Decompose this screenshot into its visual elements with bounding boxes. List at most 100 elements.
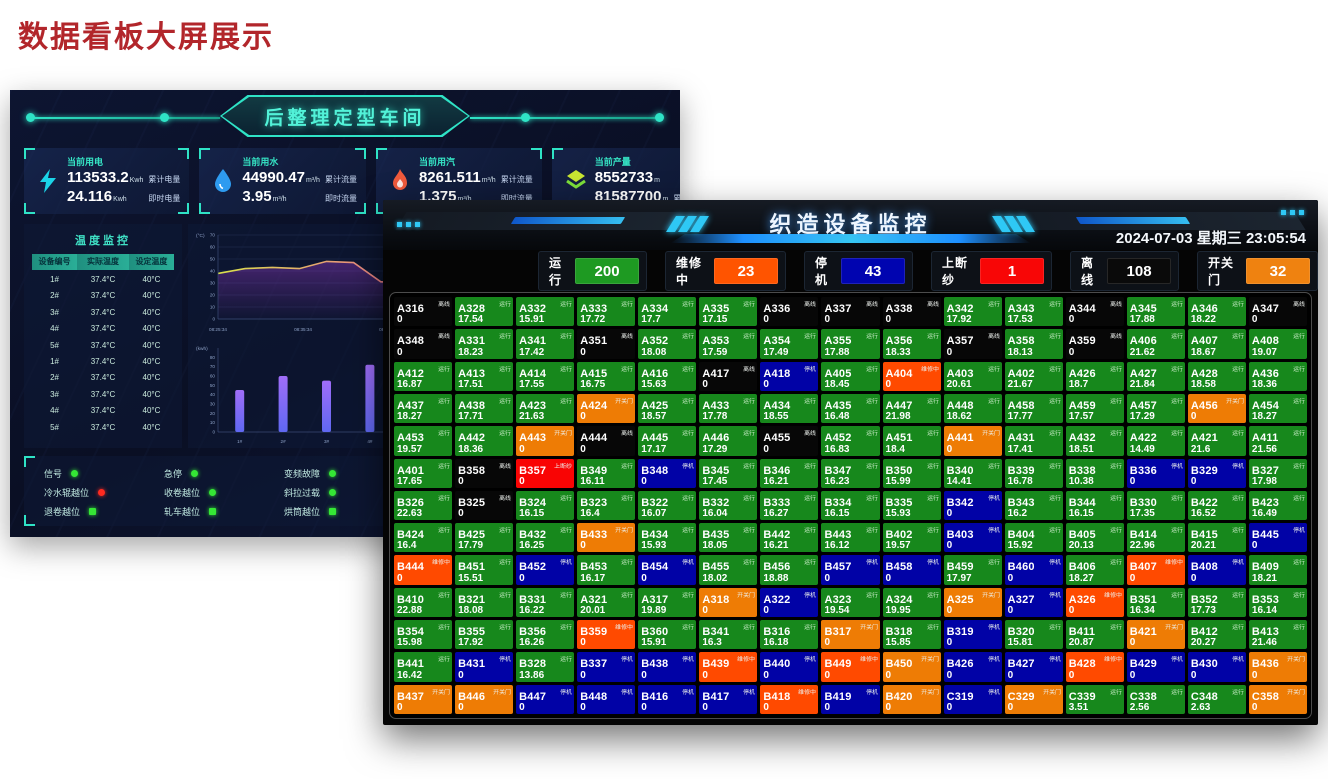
device-tile[interactable]: A406 运行 21.62 xyxy=(1126,329,1185,359)
device-tile[interactable]: A342 运行 17.92 xyxy=(943,297,1002,327)
device-tile[interactable]: B342 停机 0 xyxy=(943,490,1002,521)
device-tile[interactable]: B348 停机 0 xyxy=(638,458,697,488)
device-tile[interactable]: B360 运行 15.91 xyxy=(638,620,697,650)
device-tile[interactable]: B359 维修中 0 xyxy=(577,620,636,650)
device-tile[interactable]: B330 运行 17.35 xyxy=(1126,490,1185,521)
device-tile[interactable]: B328 运行 13.86 xyxy=(516,652,575,682)
device-tile[interactable]: B329 停机 0 xyxy=(1187,458,1246,488)
device-tile[interactable]: B460 停机 0 xyxy=(1004,555,1063,585)
device-tile[interactable]: A322 停机 0 xyxy=(760,587,819,618)
device-tile[interactable]: B344 运行 16.15 xyxy=(1065,490,1124,521)
device-tile[interactable]: A438 运行 17.71 xyxy=(455,393,514,424)
device-tile[interactable]: A357 离线 0 xyxy=(943,329,1002,359)
device-tile[interactable]: B420 开关门 0 xyxy=(882,684,941,714)
device-tile[interactable]: A424 开关门 0 xyxy=(577,393,636,424)
device-tile[interactable]: B422 运行 16.52 xyxy=(1187,490,1246,521)
device-tile[interactable]: B340 运行 14.41 xyxy=(943,458,1002,488)
device-tile[interactable]: B324 运行 16.15 xyxy=(516,490,575,521)
device-tile[interactable]: B418 维修中 0 xyxy=(760,684,819,714)
device-tile[interactable]: A416 运行 15.63 xyxy=(638,361,697,391)
device-tile[interactable]: A341 运行 17.42 xyxy=(516,329,575,359)
device-tile[interactable]: A444 离线 0 xyxy=(577,426,636,456)
device-tile[interactable]: B436 开关门 0 xyxy=(1248,652,1307,682)
device-tile[interactable]: A327 停机 0 xyxy=(1004,587,1063,618)
device-tile[interactable]: B331 运行 16.22 xyxy=(516,587,575,618)
device-tile[interactable]: B417 停机 0 xyxy=(699,684,758,714)
device-tile[interactable]: A458 运行 17.77 xyxy=(1004,393,1063,424)
device-tile[interactable]: A459 运行 17.57 xyxy=(1065,393,1124,424)
device-tile[interactable]: A324 运行 19.95 xyxy=(882,587,941,618)
device-tile[interactable]: A318 开关门 0 xyxy=(699,587,758,618)
device-tile[interactable]: B416 停机 0 xyxy=(638,684,697,714)
device-tile[interactable]: B334 运行 16.15 xyxy=(821,490,880,521)
device-tile[interactable]: B318 运行 15.85 xyxy=(882,620,941,650)
device-tile[interactable]: B437 开关门 0 xyxy=(394,684,453,714)
device-tile[interactable]: B456 运行 18.88 xyxy=(760,555,819,585)
device-tile[interactable]: B333 运行 16.27 xyxy=(760,490,819,521)
device-tile[interactable]: A331 运行 18.23 xyxy=(455,329,514,359)
device-tile[interactable]: B323 运行 16.4 xyxy=(577,490,636,521)
device-tile[interactable]: B316 运行 16.18 xyxy=(760,620,819,650)
device-tile[interactable]: B405 运行 20.13 xyxy=(1065,523,1124,553)
device-tile[interactable]: B326 运行 22.63 xyxy=(394,490,453,521)
device-tile[interactable]: B415 运行 20.21 xyxy=(1187,523,1246,553)
device-tile[interactable]: A408 运行 19.07 xyxy=(1248,329,1307,359)
device-tile[interactable]: A426 运行 18.7 xyxy=(1065,361,1124,391)
device-tile[interactable]: B424 运行 16.4 xyxy=(394,523,453,553)
device-tile[interactable]: B320 运行 15.81 xyxy=(1004,620,1063,650)
device-tile[interactable]: B353 运行 16.14 xyxy=(1248,587,1307,618)
device-tile[interactable]: B441 运行 16.42 xyxy=(394,652,453,682)
device-tile[interactable]: A335 运行 17.15 xyxy=(699,297,758,327)
device-tile[interactable]: A457 运行 17.29 xyxy=(1126,393,1185,424)
device-tile[interactable]: B432 运行 16.25 xyxy=(516,523,575,553)
device-tile[interactable]: A453 运行 19.57 xyxy=(394,426,453,456)
device-tile[interactable]: A447 运行 21.98 xyxy=(882,393,941,424)
device-tile[interactable]: B459 运行 17.97 xyxy=(943,555,1002,585)
device-tile[interactable]: A354 运行 17.49 xyxy=(760,329,819,359)
device-tile[interactable]: B451 运行 15.51 xyxy=(455,555,514,585)
device-tile[interactable]: A448 运行 18.62 xyxy=(943,393,1002,424)
device-tile[interactable]: A445 运行 17.17 xyxy=(638,426,697,456)
device-tile[interactable]: B403 停机 0 xyxy=(943,523,1002,553)
device-tile[interactable]: A433 运行 17.78 xyxy=(699,393,758,424)
device-tile[interactable]: A325 开关门 0 xyxy=(943,587,1002,618)
device-tile[interactable]: B447 停机 0 xyxy=(516,684,575,714)
device-tile[interactable]: A316 离线 0 xyxy=(394,297,453,327)
device-tile[interactable]: A455 离线 0 xyxy=(760,426,819,456)
device-tile[interactable]: A356 运行 18.33 xyxy=(882,329,941,359)
device-tile[interactable]: B443 运行 16.12 xyxy=(821,523,880,553)
device-tile[interactable]: B434 运行 15.93 xyxy=(638,523,697,553)
device-tile[interactable]: B426 停机 0 xyxy=(943,652,1002,682)
device-tile[interactable]: A348 离线 0 xyxy=(394,329,453,359)
device-tile[interactable]: C348 运行 2.63 xyxy=(1187,684,1246,714)
device-tile[interactable]: B430 停机 0 xyxy=(1187,652,1246,682)
device-tile[interactable]: B450 开关门 0 xyxy=(882,652,941,682)
device-tile[interactable]: C338 运行 2.56 xyxy=(1126,684,1185,714)
device-tile[interactable]: B425 运行 17.79 xyxy=(455,523,514,553)
device-tile[interactable]: A401 运行 17.65 xyxy=(394,458,453,488)
device-tile[interactable]: B458 停机 0 xyxy=(882,555,941,585)
device-tile[interactable]: B327 运行 17.98 xyxy=(1248,458,1307,488)
device-tile[interactable]: A405 运行 18.45 xyxy=(821,361,880,391)
device-tile[interactable]: B408 停机 0 xyxy=(1187,555,1246,585)
device-tile[interactable]: B455 运行 18.02 xyxy=(699,555,758,585)
device-tile[interactable]: B433 开关门 0 xyxy=(577,523,636,553)
device-tile[interactable]: B325 离线 0 xyxy=(455,490,514,521)
device-tile[interactable]: B414 运行 22.96 xyxy=(1126,523,1185,553)
device-tile[interactable]: A338 离线 0 xyxy=(882,297,941,327)
device-tile[interactable]: B427 停机 0 xyxy=(1004,652,1063,682)
device-tile[interactable]: B351 运行 16.34 xyxy=(1126,587,1185,618)
device-tile[interactable]: B438 停机 0 xyxy=(638,652,697,682)
device-tile[interactable]: A323 运行 19.54 xyxy=(821,587,880,618)
device-tile[interactable]: B354 运行 15.98 xyxy=(394,620,453,650)
device-tile[interactable]: B413 运行 21.46 xyxy=(1248,620,1307,650)
device-tile[interactable]: A443 开关门 0 xyxy=(516,426,575,456)
device-tile[interactable]: B423 运行 16.49 xyxy=(1248,490,1307,521)
device-tile[interactable]: B435 运行 18.05 xyxy=(699,523,758,553)
device-tile[interactable]: B411 运行 20.87 xyxy=(1065,620,1124,650)
device-tile[interactable]: A343 运行 17.53 xyxy=(1004,297,1063,327)
device-tile[interactable]: A451 运行 18.4 xyxy=(882,426,941,456)
device-tile[interactable]: A427 运行 21.84 xyxy=(1126,361,1185,391)
device-tile[interactable]: A421 运行 21.6 xyxy=(1187,426,1246,456)
device-tile[interactable]: B350 运行 15.99 xyxy=(882,458,941,488)
